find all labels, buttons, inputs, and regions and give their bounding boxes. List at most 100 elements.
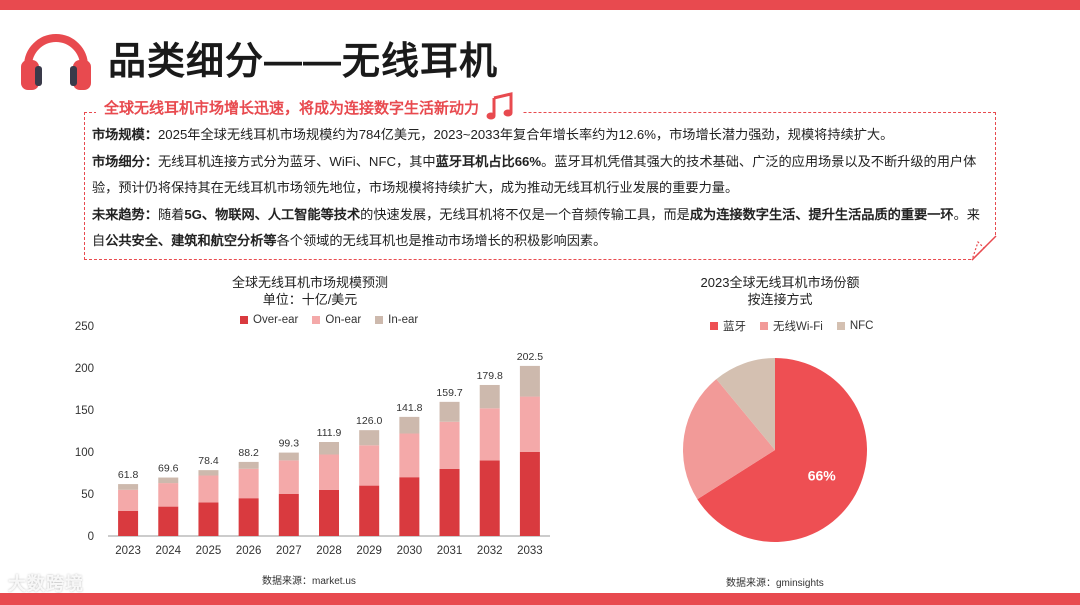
bold-digital-life: 成为连接数字生活、提升生活品质的重要一环 xyxy=(689,206,954,222)
bar-segment-over-ear xyxy=(479,460,500,536)
legend-label-on-ear: On-ear xyxy=(325,314,362,326)
bar-segment-over-ear xyxy=(359,485,380,536)
bold-bluetooth-share: 蓝牙耳机占比66% xyxy=(435,153,542,169)
pie-chart-legend: 蓝牙 无线Wi-Fi NFC xyxy=(710,318,873,334)
legend-wifi: 无线Wi-Fi xyxy=(760,318,823,334)
page-title: 品类细分——无线耳机 xyxy=(108,41,499,83)
bar-segment-on-ear xyxy=(439,421,460,469)
bar-total-label: 88.2 xyxy=(238,447,259,459)
legend-in-ear: In-ear xyxy=(375,314,418,326)
x-tick-label: 2032 xyxy=(477,545,503,557)
x-tick-label: 2026 xyxy=(236,545,262,557)
bar-chart-source: 数据来源：market.us xyxy=(262,576,356,587)
summary-paragraph-segmentation: 市场细分：无线耳机连接方式分为蓝牙、WiFi、NFC，其中蓝牙耳机占比66%。蓝… xyxy=(92,149,992,202)
bar-chart-subtitle: 单位：十亿/美元 xyxy=(262,292,358,307)
music-note-icon xyxy=(486,92,513,120)
bar-chart: 0 50 100 150 200 250 61.8 2023 69.6 2024 78.4 2025 8… xyxy=(75,321,550,557)
headphone-icon xyxy=(21,34,91,90)
bar-segment-on-ear xyxy=(118,489,139,511)
bar-total-label: 61.8 xyxy=(118,469,139,481)
bar-segment-over-ear xyxy=(158,506,179,536)
bar-segment-over-ear xyxy=(238,498,259,536)
legend-swatch-wifi xyxy=(760,322,768,330)
x-tick-label: 2025 xyxy=(196,545,222,557)
bar-total-label: 202.5 xyxy=(517,351,543,363)
legend-label-bluetooth: 蓝牙 xyxy=(723,321,746,333)
bar-segment-in-ear xyxy=(519,365,540,397)
x-tick-label: 2024 xyxy=(155,545,181,557)
pie-chart-source: 数据来源：gminsights xyxy=(726,578,824,589)
bar-segment-on-ear xyxy=(198,475,219,503)
pie-chart: 66% xyxy=(683,358,867,542)
bar-segment-over-ear xyxy=(198,502,219,536)
bold-fields: 公共安全、建筑和航空分析等 xyxy=(105,233,277,248)
text-segmentation-b: 。蓝牙耳机凭借其强大的技术基础、广泛的应用场景以及不断升级的用户体验，预计仍将保… xyxy=(92,153,977,196)
bar-segment-on-ear xyxy=(238,468,259,499)
bottom-accent-bar xyxy=(0,593,1080,605)
legend-swatch-on-ear xyxy=(312,316,321,324)
bar-total-label: 159.7 xyxy=(436,387,462,399)
bar-segment-in-ear xyxy=(278,452,299,461)
bar-segment-over-ear xyxy=(319,489,339,536)
summary-body: 市场规模：2025年全球无线耳机市场规模约为784亿美元，2023~2033年复… xyxy=(92,122,992,255)
bar-segment-in-ear xyxy=(158,477,179,484)
summary-paragraph-market-size: 市场规模：2025年全球无线耳机市场规模约为784亿美元，2023~2033年复… xyxy=(92,122,992,149)
y-tick-label: 50 xyxy=(81,489,94,501)
top-accent-bar xyxy=(0,0,1080,10)
pie-slice-0 xyxy=(697,358,867,542)
text-trends-c: 。来自 xyxy=(92,206,980,249)
bar-total-label: 78.4 xyxy=(198,455,219,467)
bar-segment-on-ear xyxy=(319,454,339,490)
y-tick-label: 150 xyxy=(75,405,94,417)
summary-box xyxy=(84,112,996,260)
bar-segment-in-ear xyxy=(439,401,460,422)
bar-chart-legend: Over-ear On-ear In-ear xyxy=(240,314,418,326)
legend-on-ear: On-ear xyxy=(312,314,361,326)
text-trends-d: 各个领域的无线耳机也是推动市场增长的积极影响因素。 xyxy=(276,233,607,248)
bar-segment-in-ear xyxy=(399,416,420,434)
bar-total-label: 99.3 xyxy=(279,438,300,450)
bar-segment-on-ear xyxy=(359,445,380,486)
legend-swatch-over-ear xyxy=(240,316,248,324)
bar-segment-in-ear xyxy=(319,442,339,455)
bar-chart-title-text: 全球无线耳机市场规模预测 xyxy=(231,275,388,290)
x-tick-label: 2023 xyxy=(115,545,141,557)
pie-slice-1 xyxy=(683,379,775,500)
bar-segment-on-ear xyxy=(399,433,420,478)
x-tick-label: 2027 xyxy=(276,545,302,557)
bar-total-label: 111.9 xyxy=(317,427,342,439)
summary-heading-text: 全球无线耳机市场增长迅速，将成为连接数字生活新动力 xyxy=(104,99,480,117)
y-tick-label: 0 xyxy=(88,531,94,543)
bar-segment-in-ear xyxy=(238,461,259,469)
x-tick-label: 2028 xyxy=(316,545,342,557)
bar-total-label: 141.8 xyxy=(396,402,422,414)
text-market-size: 2025年全球无线耳机市场规模约为784亿美元，2023~2033年复合年增长率… xyxy=(157,127,894,142)
pie-slice-2 xyxy=(716,358,775,450)
text-trends-b: 的快速发展，无线耳机将不仅是一个音频传输工具，而是 xyxy=(360,206,690,222)
legend-swatch-nfc xyxy=(836,322,845,330)
bar-segment-on-ear xyxy=(479,408,500,461)
y-tick-label: 200 xyxy=(75,363,94,375)
x-tick-label: 2031 xyxy=(437,545,463,557)
bar-total-label: 179.8 xyxy=(477,370,503,382)
bar-segment-in-ear xyxy=(359,430,380,446)
pie-slice-label: 66% xyxy=(808,468,837,484)
legend-label-nfc: NFC xyxy=(849,320,874,332)
bar-segment-over-ear xyxy=(439,468,460,536)
pie-chart-title: 2023全球无线耳机市场份额 按连接方式 xyxy=(660,274,900,308)
page-fold-icon xyxy=(971,235,997,261)
x-tick-label: 2030 xyxy=(397,545,423,557)
x-tick-label: 2033 xyxy=(517,545,543,557)
bar-segment-in-ear xyxy=(198,470,219,476)
legend-label-in-ear: In-ear xyxy=(388,314,419,326)
y-tick-label: 100 xyxy=(75,447,94,459)
bar-segment-over-ear xyxy=(519,452,540,536)
bar-segment-in-ear xyxy=(118,484,139,490)
pie-chart-subtitle: 按连接方式 xyxy=(747,292,813,307)
bold-tech: 5G、物联网、人工智能等技术 xyxy=(184,206,361,222)
bar-segment-on-ear xyxy=(519,396,540,452)
bar-segment-on-ear xyxy=(278,460,299,494)
legend-swatch-in-ear xyxy=(375,316,384,324)
bar-segment-in-ear xyxy=(479,384,500,409)
text-segmentation-a: 无线耳机连接方式分为蓝牙、WiFi、NFC，其中 xyxy=(157,153,436,169)
